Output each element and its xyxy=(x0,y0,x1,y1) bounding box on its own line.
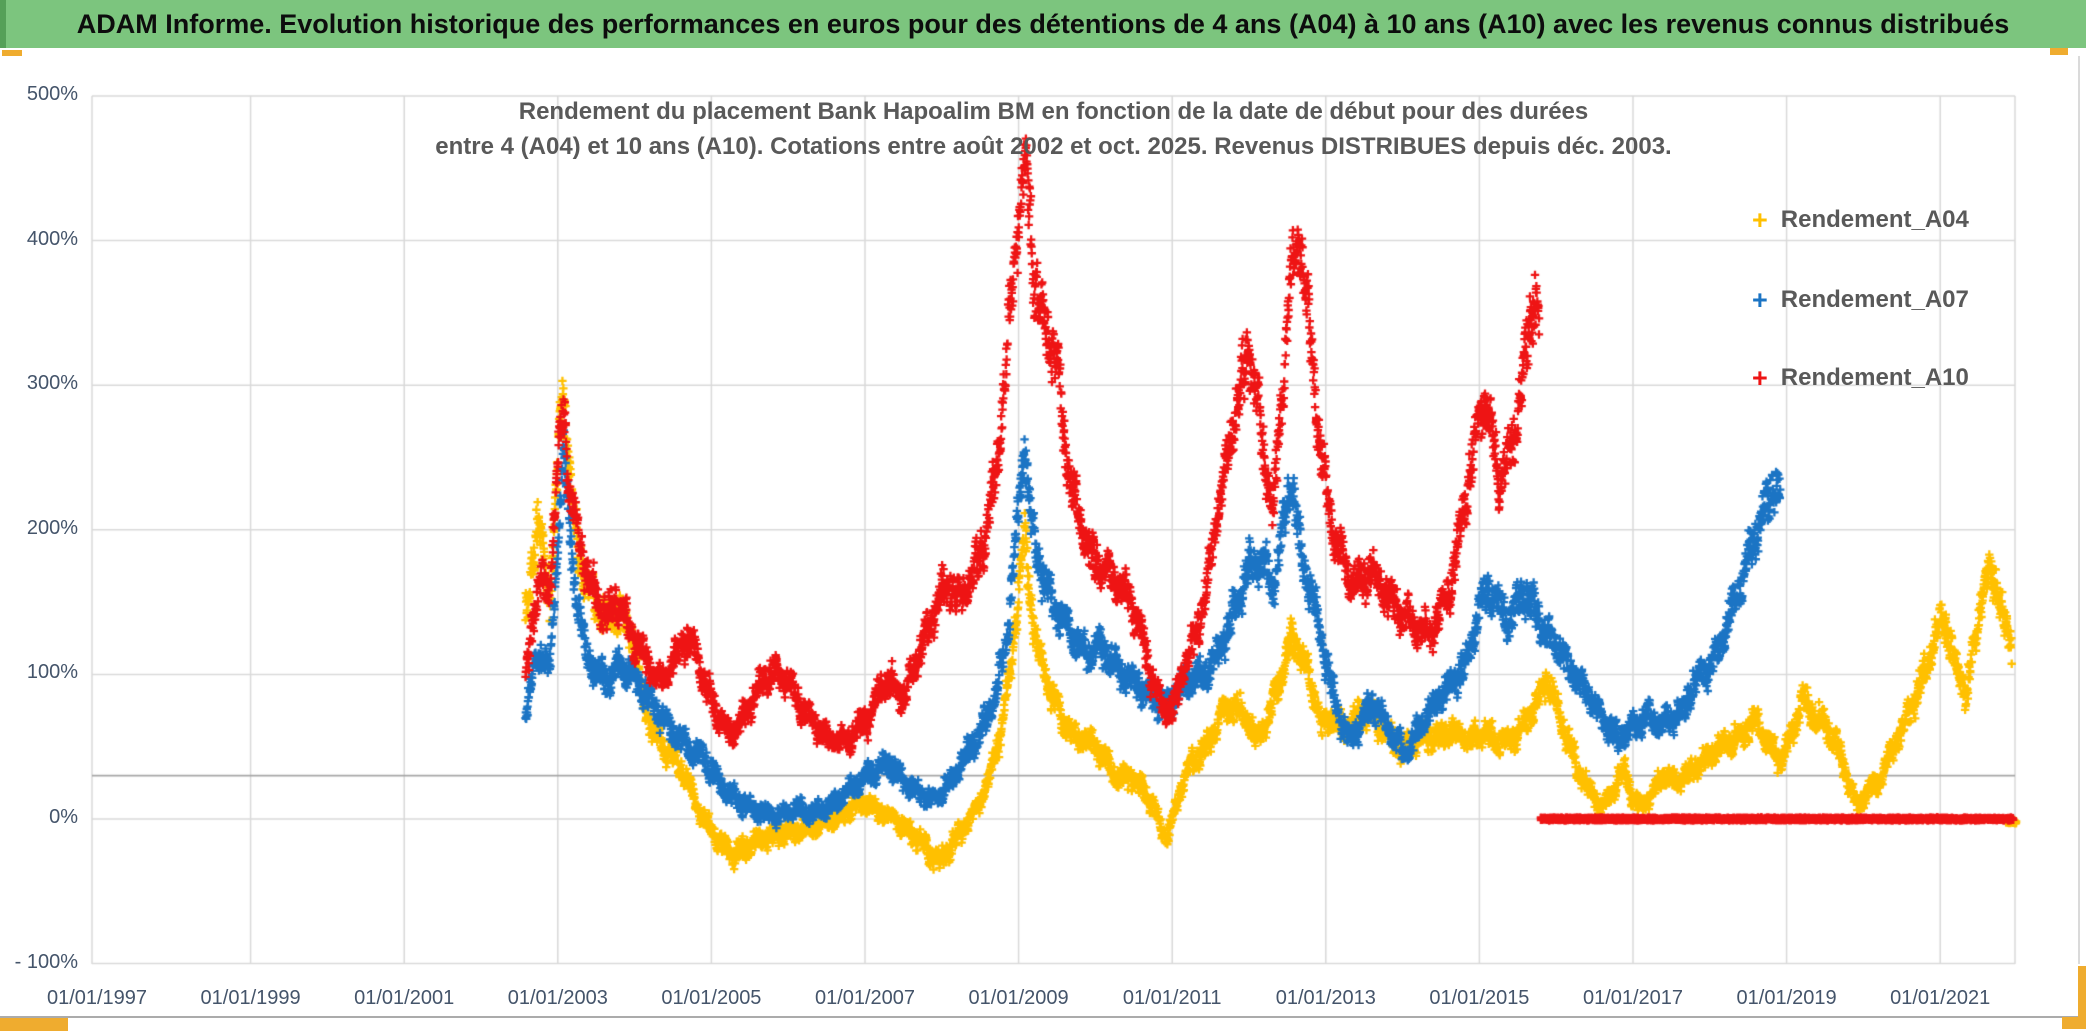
x-axis-label: 01/01/2011 xyxy=(1122,987,1222,1009)
x-axis-label: 01/01/2013 xyxy=(1275,987,1376,1009)
plus-marker-icon: + xyxy=(1752,284,1768,315)
x-axis-label: 01/01/2015 xyxy=(1429,987,1530,1009)
legend-label: Rendement_A10 xyxy=(1780,364,1969,391)
x-axis-label: 01/01/2019 xyxy=(1736,987,1837,1009)
x-axis-label: 01/01/2007 xyxy=(814,987,916,1009)
x-axis-label: 01/01/2003 xyxy=(507,987,608,1009)
x-axis-label: 01/01/2017 xyxy=(1582,987,1684,1009)
x-axis-label: 01/01/2001 xyxy=(354,987,455,1009)
y-axis-label: 500% xyxy=(26,83,78,105)
chart-right-border xyxy=(2078,56,2080,964)
orange-accent-right-edge xyxy=(2078,966,2086,1026)
x-axis-label: 01/01/2009 xyxy=(968,987,1069,1009)
y-axis-label: 400% xyxy=(26,227,78,250)
orange-accent-bottom-left xyxy=(0,1018,68,1031)
legend-item-rendement-a07[interactable]: + Rendement_A07 xyxy=(1752,283,1969,317)
x-axis-label: 01/01/2021 xyxy=(1890,987,1991,1009)
legend-item-rendement-a04[interactable]: + Rendement_A04 xyxy=(1752,203,1969,237)
y-axis-label: 100% xyxy=(26,661,78,684)
y-axis-label: 200% xyxy=(26,516,78,539)
legend-label: Rendement_A07 xyxy=(1780,286,1969,313)
plus-marker-icon: + xyxy=(1752,204,1768,235)
y-axis-label: 0% xyxy=(49,806,78,828)
x-axis-label: 01/01/1999 xyxy=(200,987,301,1009)
x-axis-label: 01/01/2005 xyxy=(661,987,762,1009)
legend-item-rendement-a10[interactable]: + Rendement_A10 xyxy=(1752,361,1969,395)
chart-bottom-border xyxy=(0,1016,2086,1018)
y-axis-label: - 100% xyxy=(14,950,78,973)
y-axis-label: 300% xyxy=(26,372,78,395)
x-axis-label: 01/01/1997 xyxy=(46,987,148,1009)
legend-label: Rendement_A04 xyxy=(1780,206,1969,233)
plus-marker-icon: + xyxy=(1752,362,1768,393)
